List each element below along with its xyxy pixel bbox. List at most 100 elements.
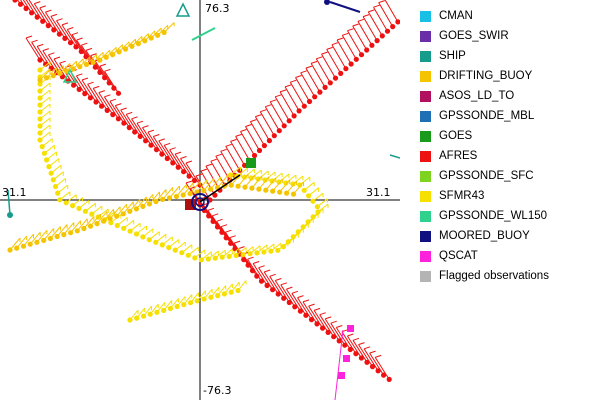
legend-swatch — [420, 50, 431, 62]
legend-item-asos-ld-to[interactable]: ASOS_LD_TO — [420, 86, 595, 106]
afres-track-barb — [384, 0, 399, 23]
afres-track-point — [358, 52, 365, 58]
afres-track-flag — [169, 147, 176, 151]
legend-item-sfmr43[interactable]: SFMR43 — [420, 186, 595, 206]
afres-track-flag — [305, 65, 313, 69]
afres-track-barb — [308, 305, 324, 329]
legend-item-cman[interactable]: CMAN — [420, 6, 595, 26]
sfmr-track-barb — [242, 246, 254, 255]
legend-item-qscat[interactable]: QSCAT — [420, 246, 595, 266]
afres-track-flag — [245, 124, 252, 127]
drifting-track-barb — [150, 27, 162, 39]
sfmr-track-barb — [263, 243, 275, 253]
sfmr-track-barb — [230, 166, 241, 176]
afres-track-barb — [249, 121, 265, 146]
afres-track-flag — [291, 290, 299, 294]
afres-track-barb — [357, 21, 373, 46]
afres-track-flag — [31, 39, 38, 43]
afres-track-barb — [274, 280, 290, 303]
legend-item-ship[interactable]: SHIP — [420, 46, 595, 66]
ship-marker — [175, 2, 191, 17]
sfmr-track-barb — [271, 172, 283, 182]
sfmr-track-barb — [72, 197, 83, 206]
sfmr-track-barb — [85, 202, 96, 212]
afres-track-barb — [98, 92, 114, 115]
afres-track-flag — [71, 32, 79, 36]
afres-track-flag — [53, 56, 61, 60]
drifting-track-barb — [210, 176, 221, 190]
sfmr-track-barb — [244, 168, 255, 178]
sfmr-track-barb — [142, 228, 154, 238]
drifting-track-barb — [237, 173, 249, 187]
legend-swatch — [420, 150, 431, 162]
afres-track-barb — [362, 16, 378, 41]
sfmr-track-barb — [210, 286, 220, 298]
afres-track-barb — [61, 24, 77, 48]
observation-tracks — [7, 0, 400, 400]
afres-track-barb — [200, 170, 216, 196]
legend-item-gpssonde-mbl[interactable]: GPSSONDE_MBL — [420, 106, 595, 126]
afres-track-flag — [45, 9, 52, 13]
afres-track-flag — [200, 168, 208, 172]
afres-track-flag — [264, 269, 271, 273]
afres-track-flag — [275, 94, 282, 98]
legend-item-flagged[interactable]: Flagged observations — [420, 266, 595, 286]
afres-track-barb — [94, 60, 110, 84]
afres-track-barb — [279, 91, 295, 117]
afres-track-flag — [321, 51, 328, 55]
afres-track-point — [369, 42, 375, 48]
sfmr-track-barb — [196, 290, 206, 302]
axis-top-label: 76.3 — [205, 2, 230, 15]
legend-item-moored-buoy[interactable]: MOORED_BUOY — [420, 226, 595, 246]
afres-track-flag — [247, 256, 254, 260]
legend-swatch — [420, 170, 431, 182]
afres-track-barb — [331, 44, 347, 69]
legend-label: GOES — [439, 130, 473, 142]
afres-track-flag — [308, 303, 315, 307]
legend-item-afres[interactable]: AFRES — [420, 146, 595, 166]
axis-left-label: 31.1 — [2, 186, 27, 199]
drifting-track-barb — [129, 198, 141, 212]
sfmr-track-barb — [161, 236, 173, 246]
afres-track-flag — [76, 37, 83, 41]
drifting-track-barb — [23, 233, 34, 247]
legend-item-gpssonde-wl150[interactable]: GPSSONDE_WL150 — [420, 206, 595, 226]
afres-track-barb — [245, 126, 260, 151]
goes-marker — [246, 158, 256, 168]
afres-track-flag — [265, 104, 272, 108]
afres-track-barb — [211, 215, 227, 239]
drifting-track-barb — [196, 179, 208, 193]
sfmr-track-barb — [170, 298, 179, 309]
afres-track-flag — [220, 224, 228, 228]
sfmr-track-barb — [136, 225, 147, 235]
legend-item-drifting-buoy[interactable]: DRIFTING_BUOY — [420, 66, 595, 86]
sfmr-track-barb — [317, 203, 329, 213]
sfmr-track-barb — [187, 246, 199, 256]
afres-track-flag — [174, 151, 182, 155]
afres-track-flag — [153, 134, 160, 137]
legend-item-gpssonde-sfc[interactable]: GPSSONDE_SFC — [420, 166, 595, 186]
afres-track-barb — [152, 136, 168, 159]
afres-track-barb — [310, 63, 326, 88]
sfmr-track-barb — [256, 244, 268, 254]
sfmr-track-barb — [163, 300, 173, 311]
sfmr-track-barb — [39, 103, 51, 113]
afres-track-barb — [269, 101, 285, 127]
sfmr-track-barb — [97, 208, 109, 218]
afres-track-flag — [48, 52, 55, 56]
asos-marker — [185, 199, 196, 210]
afres-track-barb — [330, 322, 346, 346]
afres-track-flag — [210, 158, 217, 162]
legend-item-goes[interactable]: GOES — [420, 126, 595, 146]
afres-track-flag — [81, 42, 88, 46]
observation-plot[interactable]: 76.3 -76.3 31.1 31.1 — [0, 0, 400, 400]
drifting-track-barb — [149, 191, 160, 205]
afres-track-barb — [220, 226, 236, 249]
drifting-track-barb — [109, 206, 121, 220]
afres-track-barb — [66, 29, 82, 52]
legend-item-goes-swir[interactable]: GOES_SWIR — [420, 26, 595, 46]
afres-track-flag — [347, 28, 354, 32]
sfmr-track-barb — [270, 242, 282, 252]
afres-track-barb — [321, 53, 336, 79]
legend-swatch — [420, 30, 431, 42]
